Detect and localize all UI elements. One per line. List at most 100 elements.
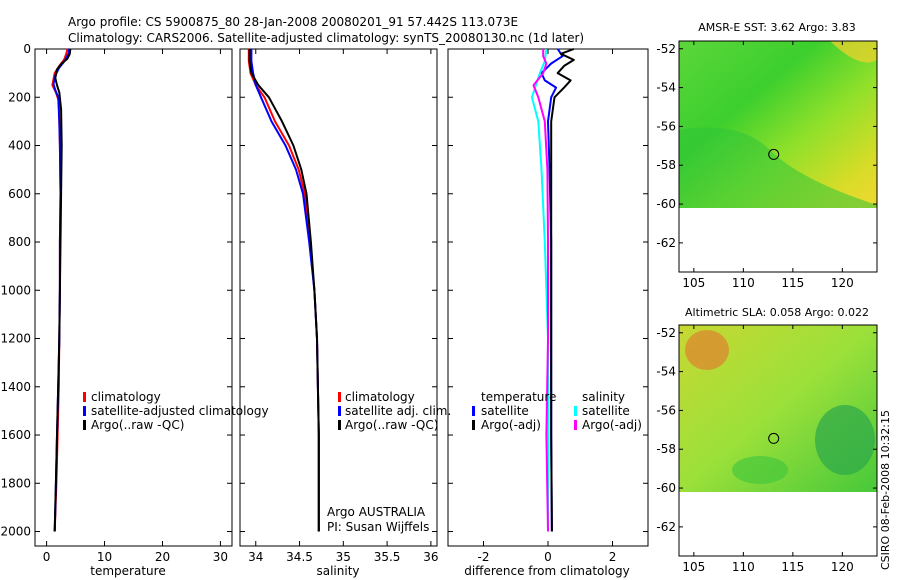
legend-swatch-satellite [83,406,86,416]
depth-tick-label-2000: 2000 [0,525,31,539]
legend-label-temp-satellite: satellite [481,404,529,418]
figure-title-line2: Climatology: CARS2006. Satellite-adjuste… [68,31,584,45]
legend-label-climatology: climatology [91,390,161,404]
temperature-axes-frame [34,48,233,547]
lon-tick-label-120: 120 [831,276,854,290]
sst-cool-region [679,127,877,208]
salinity-x-axis: 34 34.5 35 35.5 36 [248,49,439,564]
legend-label-climatology: climatology [345,390,415,404]
salinity-axes-frame [239,48,438,547]
lon-tick-label-105: 105 [682,560,705,574]
series-line-argo-raw-qc [53,48,72,532]
legend-swatch-sal-argo [574,420,577,430]
sla-low-anomaly-2 [732,456,788,484]
sla-lon-axis: 105 110 115 120 [682,325,854,574]
salinity-depth-ticks [240,48,437,533]
x-tick-label-34-5: 34.5 [286,550,313,564]
depth-tick-label-1200: 1200 [0,332,31,346]
legend-label-argo: Argo(..raw -QC) [91,418,184,432]
depth-tick-label-200: 200 [8,90,31,104]
sst-argo-location-marker [768,148,780,160]
lat-tick-label-62: -62 [656,520,676,534]
sla-argo-location-marker [768,432,780,444]
depth-tick-label-800: 800 [8,235,31,249]
legend-swatch-satellite [338,406,341,416]
series-line-satellite-adj-clim [250,49,320,532]
depth-tick-label-1800: 1800 [0,476,31,490]
series-line-climatology [247,49,320,532]
depth-tick-label-1400: 1400 [0,380,31,394]
x-tick-label-0: 0 [544,550,552,564]
temperature-x-axis: 0 10 20 30 [43,49,228,564]
legend-label-satellite: satellite adj. clim. [345,404,451,418]
temperature-lines [51,48,72,532]
legend-swatch-temp-argo [472,420,475,430]
sst-warm-region [830,41,877,63]
x-tick-label-35: 35 [336,550,351,564]
sst-map-panel: AMSR-E SST: 3.62 Argo: 3.83 -52 -54 -56 -58… [656,21,878,290]
series-line-argo-raw-qc [248,49,320,532]
x-tick-label-0: 0 [43,550,51,564]
lon-tick-label-110: 110 [732,276,755,290]
legend-heading-temperature: temperature [481,390,556,404]
lat-tick-label-56: -56 [656,403,676,417]
depth-tick-label-1000: 1000 [0,283,31,297]
annotation-argo-australia: Argo AUSTRALIA [327,505,426,519]
difference-panel: -2 0 2 difference from climatology tempera… [447,48,649,578]
salinity-panel: 34 34.5 35 35.5 36 salinity climatology sate… [239,48,451,578]
legend-swatch-sal-satellite [574,406,577,416]
legend-label-temp-argo: Argo(-adj) [481,418,541,432]
lon-tick-label-115: 115 [781,276,804,290]
depth-axis: 0 200 400 600 800 1000 1200 1400 1600 1800 2000 [0,42,232,539]
x-tick-label-2: -2 [477,550,489,564]
legend-label-sal-argo: Argo(-adj) [582,418,642,432]
lon-tick-label-110: 110 [732,560,755,574]
sst-lon-axis: 105 110 115 120 [682,41,854,290]
x-tick-label-20: 20 [155,550,170,564]
lat-tick-label-54: -54 [656,365,676,379]
salinity-xlabel: salinity [316,564,359,578]
x-tick-label-35-5: 35.5 [374,550,401,564]
x-tick-label-34: 34 [248,550,263,564]
lon-tick-label-105: 105 [682,276,705,290]
legend-heading-salinity: salinity [582,390,625,404]
legend-swatch-temp-satellite [472,406,475,416]
sst-lat-axis: -52 -54 -56 -58 -60 -62 [656,42,877,250]
difference-legend: temperature satellite Argo(-adj) salinit… [472,390,642,432]
lat-tick-label-56: -56 [656,119,676,133]
difference-xlabel: difference from climatology [464,564,630,578]
temperature-legend: climatology satellite-adjusted climatolo… [83,390,269,432]
sla-low-anomaly [815,405,875,475]
salinity-lines [247,49,320,532]
x-tick-label-30: 30 [213,550,228,564]
depth-tick-label-1600: 1600 [0,428,31,442]
difference-depth-ticks [448,48,648,533]
legend-label-satellite: satellite-adjusted climatology [91,404,269,418]
sla-lat-axis: -52 -54 -56 -58 -60 -62 [656,326,877,534]
sla-high-anomaly [685,330,729,370]
lat-tick-label-62: -62 [656,236,676,250]
sst-map-title: AMSR-E SST: 3.62 Argo: 3.83 [698,21,856,34]
sla-map-frame [678,324,878,557]
series-line-salinity-argo-adj [532,49,549,532]
lat-tick-label-58: -58 [656,442,676,456]
lat-tick-label-60: -60 [656,197,676,211]
series-line-temperature-argo-adj [550,48,575,532]
annotation-pi: PI: Susan Wijffels [327,520,429,534]
depth-tick-label-0: 0 [23,42,31,56]
sla-map-panel: Altimetric SLA: 0.058 Argo: 0.022 -52 -54… [656,306,878,574]
depth-tick-label-400: 400 [8,139,31,153]
lat-tick-label-52: -52 [656,42,676,56]
difference-x-axis: -2 0 2 [477,49,616,564]
figure-title-line1: Argo profile: CS 5900875_80 28-Jan-2008 … [68,15,518,29]
temperature-panel: 0 200 400 600 800 1000 1200 1400 1600 1800 2000 0 1… [0,42,268,578]
x-tick-label-10: 10 [97,550,112,564]
sla-map-title: Altimetric SLA: 0.058 Argo: 0.022 [685,306,869,319]
x-tick-label-2: 2 [609,550,617,564]
lat-tick-label-60: -60 [656,481,676,495]
depth-tick-label-600: 600 [8,187,31,201]
legend-swatch-argo [83,420,86,430]
lat-tick-label-58: -58 [656,158,676,172]
sst-map-frame [678,40,878,273]
